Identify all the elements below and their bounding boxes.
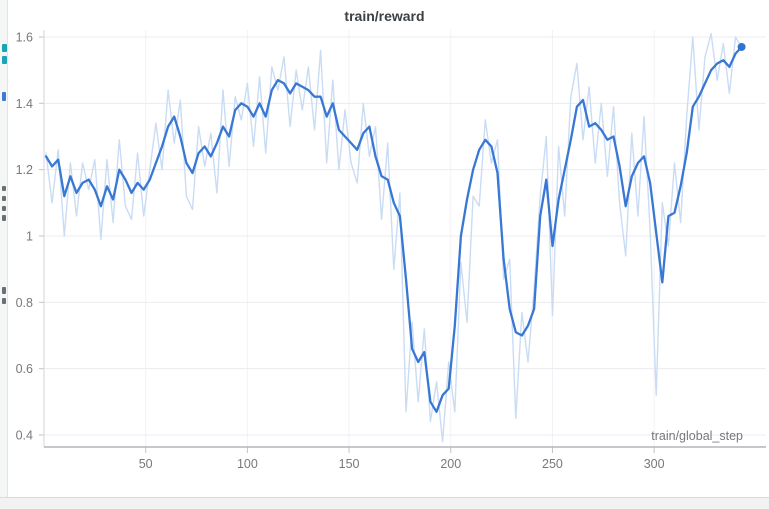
clipped-text-fragment bbox=[2, 92, 6, 101]
x-axis-label: train/global_step bbox=[651, 429, 743, 443]
series-end-dot bbox=[737, 42, 746, 51]
y-tick-label: 1 bbox=[26, 230, 33, 244]
raw-series-line bbox=[45, 33, 743, 443]
x-tick-label: 200 bbox=[440, 457, 461, 471]
clipped-text-fragment bbox=[2, 186, 6, 191]
y-tick-label: 0.4 bbox=[16, 429, 33, 443]
x-tick-label: 300 bbox=[644, 457, 665, 471]
x-tick-label: 100 bbox=[237, 457, 258, 471]
clipped-text-fragment bbox=[2, 298, 6, 304]
clipped-text-fragment bbox=[2, 287, 6, 294]
y-tick-label: 0.6 bbox=[16, 362, 33, 376]
clipped-text-fragment bbox=[2, 196, 6, 201]
x-tick-label: 150 bbox=[339, 457, 360, 471]
clipped-bottom-panel-edge bbox=[0, 497, 769, 509]
chart-title: train/reward bbox=[344, 8, 425, 24]
clipped-text-fragment bbox=[2, 56, 7, 64]
y-tick-label: 0.8 bbox=[16, 296, 33, 310]
x-tick-label: 50 bbox=[139, 457, 153, 471]
smoothed-series-line bbox=[44, 45, 743, 413]
clipped-text-fragment bbox=[2, 215, 6, 221]
y-tick-label: 1.4 bbox=[16, 97, 33, 111]
line-chart[interactable]: 50 100 150 200 250 300 0.4 0.6 0.8 1 1.2 1.4 1.6 bbox=[0, 0, 769, 497]
y-tick-label: 1.2 bbox=[16, 163, 33, 177]
y-tick-label: 1.6 bbox=[16, 31, 33, 45]
clipped-text-fragment bbox=[2, 206, 6, 211]
x-tick-label: 250 bbox=[542, 457, 563, 471]
clipped-sidebar-edge bbox=[0, 0, 8, 497]
clipped-text-fragment bbox=[2, 44, 7, 52]
